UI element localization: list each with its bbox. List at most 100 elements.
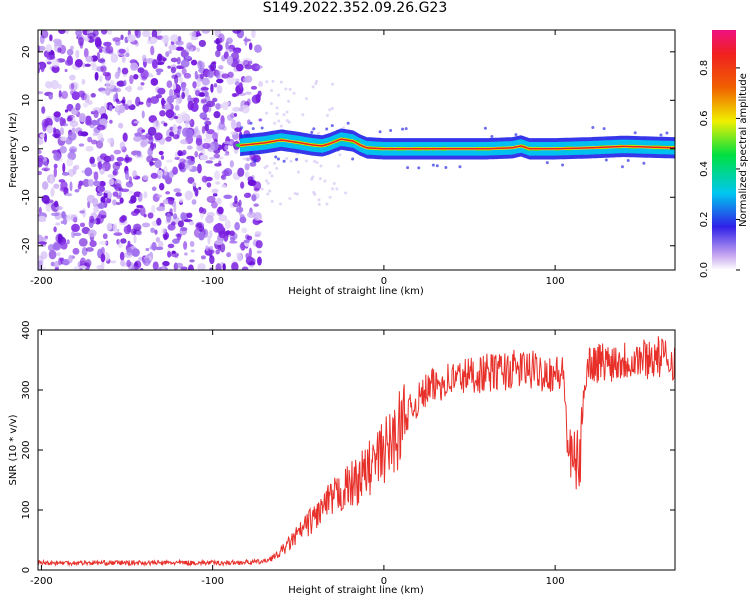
noise-point — [53, 167, 58, 178]
noise-point — [53, 226, 57, 233]
noise-point — [136, 150, 142, 157]
noise-point — [195, 89, 201, 97]
noise-point — [194, 150, 199, 158]
noise-point — [236, 252, 242, 257]
noise-point — [118, 48, 126, 54]
noise-point — [145, 98, 152, 108]
noise-point — [226, 75, 236, 85]
noise-point — [117, 69, 121, 77]
noise-point — [115, 104, 120, 112]
noise-point — [89, 240, 97, 248]
noise-point — [125, 154, 130, 164]
noise-point — [119, 251, 125, 261]
tone-point — [276, 157, 280, 161]
tone-point — [458, 165, 462, 169]
noise-point — [78, 143, 85, 147]
tone-point — [665, 131, 669, 135]
noise-point — [226, 252, 232, 258]
noise-point — [216, 85, 223, 94]
y-tick-label: 300 — [21, 380, 32, 399]
noise-point — [147, 212, 154, 219]
noise-point — [60, 136, 68, 142]
noise-point — [275, 166, 279, 170]
noise-point — [176, 56, 181, 65]
noise-point — [204, 123, 210, 132]
noise-point — [197, 263, 206, 270]
noise-point — [256, 250, 262, 254]
tone-point — [626, 158, 630, 162]
noise-point — [150, 227, 155, 234]
snr-panel: -200 -100 0 100 0 100 200 300 400 Height of stra… — [8, 320, 676, 596]
noise-point — [134, 132, 142, 137]
noise-point — [48, 93, 53, 100]
noise-point — [57, 84, 63, 90]
noise-point — [215, 249, 220, 255]
noise-point — [93, 205, 100, 213]
noise-point — [53, 133, 60, 139]
noise-point — [173, 204, 177, 213]
noise-point — [91, 163, 97, 168]
noise-point — [121, 67, 129, 75]
noise-point — [196, 223, 203, 229]
noise-point — [156, 194, 163, 198]
snr-y-label: SNR (10 * v/v) — [8, 414, 19, 485]
noise-point — [328, 195, 332, 199]
noise-point — [270, 199, 274, 203]
noise-point — [172, 124, 178, 134]
noise-point — [236, 121, 242, 129]
noise-point — [216, 197, 222, 205]
x-tick-label: -200 — [30, 276, 53, 287]
noise-point — [67, 151, 77, 161]
spectrogram-frame — [37, 29, 676, 271]
noise-point — [123, 252, 133, 258]
noise-point — [116, 80, 126, 87]
noise-point — [221, 73, 230, 79]
noise-point — [116, 156, 125, 162]
noise-point — [69, 120, 79, 128]
tone-point — [406, 166, 410, 170]
noise-point — [178, 161, 185, 170]
noise-point — [175, 40, 184, 46]
noise-point — [83, 47, 89, 58]
noise-point — [217, 206, 224, 215]
snr-x-label: Height of straight line (km) — [288, 585, 424, 596]
noise-point — [41, 267, 46, 270]
y-tick-label: 10 — [21, 94, 32, 107]
noise-point — [140, 139, 149, 147]
noise-point — [71, 127, 76, 133]
noise-point — [255, 240, 263, 249]
noise-point — [96, 46, 104, 50]
noise-point — [212, 193, 218, 197]
noise-point — [222, 263, 226, 270]
noise-point — [126, 85, 132, 93]
noise-point — [88, 178, 94, 187]
y-tick-label: 100 — [21, 500, 32, 519]
noise-point — [154, 132, 163, 141]
noise-point — [235, 78, 240, 82]
noise-point — [156, 206, 166, 212]
noise-point — [193, 97, 200, 104]
noise-point — [99, 153, 108, 160]
noise-point — [71, 230, 76, 239]
noise-point — [226, 37, 233, 44]
noise-point — [59, 145, 67, 154]
noise-point — [83, 93, 90, 103]
tone-point — [642, 161, 646, 165]
noise-point — [148, 135, 153, 141]
noise-point — [169, 208, 173, 215]
noise-point — [143, 257, 151, 267]
noise-point — [159, 110, 166, 117]
tone-point — [330, 124, 334, 128]
noise-point — [156, 30, 162, 35]
noise-point — [190, 156, 195, 162]
noise-point — [317, 202, 321, 206]
noise-point — [119, 197, 124, 204]
noise-point — [166, 212, 172, 223]
noise-point — [106, 222, 113, 231]
noise-point — [141, 222, 151, 228]
noise-point — [268, 189, 272, 193]
noise-point — [251, 194, 257, 202]
noise-point — [253, 203, 259, 207]
noise-point — [58, 257, 62, 266]
noise-point — [166, 80, 173, 88]
